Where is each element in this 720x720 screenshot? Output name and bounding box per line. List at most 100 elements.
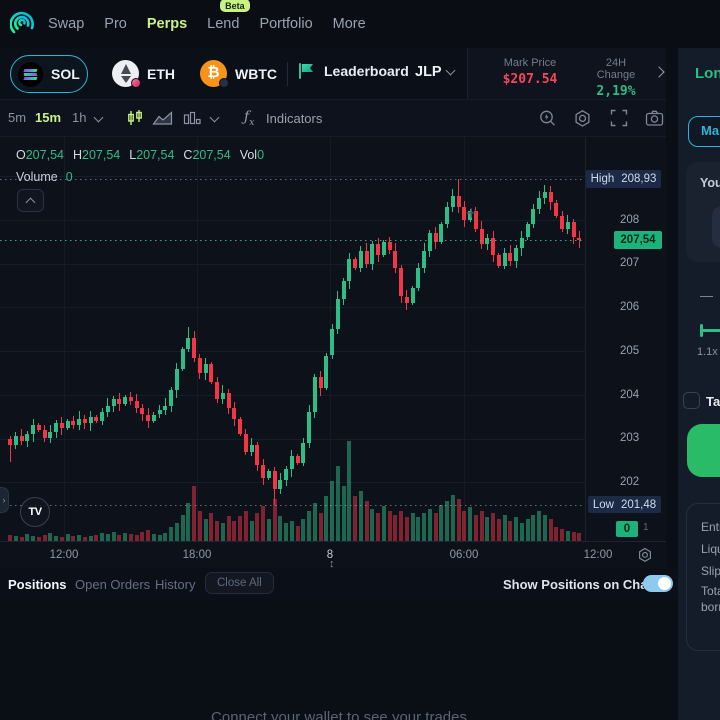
trades-empty-area: Connect your wallet to see your trades [0, 600, 678, 720]
axis-settings-icon[interactable] [637, 547, 653, 563]
flash-search-icon[interactable] [538, 109, 557, 128]
interval-1h[interactable]: 1h [72, 110, 87, 125]
submit-order-button[interactable] [687, 424, 720, 477]
sol-icon [18, 61, 43, 87]
eth-badge-dot [131, 78, 141, 88]
area-chart-icon[interactable] [152, 109, 173, 127]
eth-icon [112, 60, 141, 88]
nav-menu: Swap Pro Perps Lend Beta Portfolio More [48, 0, 366, 32]
top-nav: Swap Pro Perps Lend Beta Portfolio More [0, 0, 720, 48]
price-tick: 203 [620, 432, 640, 444]
candles-style-icon[interactable] [126, 109, 144, 127]
show-positions-label: Show Positions on Chart [503, 577, 657, 592]
order-summary-card: Entry Liqui Slipp Total borro [686, 503, 720, 651]
market-stats: Mark Price $207.54 24H Change 2,19% [467, 48, 666, 99]
candles-plot[interactable]: + [0, 137, 585, 541]
summary-liquidation-label: Liqui [701, 542, 720, 556]
low-price-badge: Low 201,48 [588, 496, 661, 513]
tab-positions[interactable]: Positions [8, 577, 67, 592]
toggle-knob [658, 577, 671, 590]
tab-long[interactable]: Lon [695, 65, 720, 82]
volume-badge: 0 [616, 521, 638, 537]
market-tab-eth[interactable]: ETH [112, 60, 175, 88]
high-price-line [0, 179, 585, 181]
leverage-slider[interactable] [700, 329, 720, 332]
markets-bar: SOL ETH ₿ WBTC Leaderbo [0, 48, 666, 100]
high-price-badge: High 208,93 [586, 170, 661, 188]
beta-badge: Beta [220, 0, 250, 12]
tpsl-checkbox[interactable] [683, 392, 700, 409]
fx-icon[interactable]: ƒx [244, 109, 255, 128]
mark-price-label: Mark Price [503, 57, 557, 69]
price-scale-border [585, 137, 586, 541]
market-tab-sol[interactable]: SOL [10, 55, 88, 93]
fullscreen-icon[interactable] [610, 109, 628, 127]
show-positions-toggle[interactable] [643, 575, 673, 592]
last-price-badge: 207,54 [614, 231, 662, 249]
pool-selector[interactable]: JLP [415, 64, 442, 80]
price-tick: 205 [620, 345, 640, 357]
market-tab-wbtc[interactable]: ₿ WBTC [200, 60, 277, 88]
size-placeholder: — [700, 288, 713, 303]
nav-perps[interactable]: Perps [146, 16, 188, 32]
bars-icon[interactable] [183, 109, 201, 127]
camera-icon[interactable] [645, 109, 664, 127]
jupiter-logo[interactable] [9, 11, 36, 37]
interval-15m[interactable]: 15m [35, 110, 62, 125]
summary-slippage-label: Slipp [701, 564, 720, 578]
summary-borrow-label: borro [701, 600, 720, 614]
change-24h-stat: 24H Change 2,19% [591, 57, 641, 99]
time-tick-day: 8 [326, 549, 334, 561]
order-panel: Lon Ma You' — 1.1x Ta Entry Liqui Slipp … [678, 48, 720, 720]
nav-portfolio[interactable]: Portfolio [259, 16, 313, 32]
change-24h-label: 24H Change [596, 57, 636, 81]
price-tick: 204 [620, 389, 640, 401]
last-price-line [0, 240, 585, 242]
wbtc-badge-dot [219, 78, 229, 88]
paying-card: You' [686, 162, 720, 262]
nav-pro[interactable]: Pro [104, 16, 127, 32]
market-tab-sol-label: SOL [51, 66, 80, 82]
mark-price-stat: Mark Price $207.54 [503, 57, 558, 87]
crosshair-marker: + [466, 203, 477, 223]
collapse-pane-button[interactable] [17, 189, 44, 212]
nav-more[interactable]: More [332, 16, 366, 32]
chart-toolbar: 5m 15m 1h ƒx Indicators [0, 100, 666, 137]
tradingview-logo[interactable]: TV [20, 497, 50, 527]
nav-swap[interactable]: Swap [48, 16, 85, 32]
leaderboard-label: Leaderboard [324, 63, 409, 79]
price-tick: 206 [620, 301, 640, 313]
paying-label: You' [700, 176, 720, 190]
summary-total-label: Total [701, 584, 720, 598]
order-type-market-button[interactable]: Ma [688, 116, 720, 147]
time-tick: 12:00 [583, 549, 613, 561]
indicators-button[interactable]: Indicators [266, 111, 323, 126]
price-tick: 202 [620, 476, 640, 488]
chart-style-dropdown-icon[interactable] [209, 112, 220, 123]
tab-open-orders[interactable]: Open Orders [75, 577, 151, 592]
token-select-tile[interactable] [712, 206, 720, 248]
tab-history[interactable]: History [155, 577, 196, 592]
ohlc-legend: O207,54 H207,54 L207,54 C207,54 Vol0 [16, 148, 265, 162]
volume-legend: Volume 0 [16, 170, 73, 184]
flag-icon [299, 63, 313, 79]
close-all-button[interactable]: Close All [205, 572, 274, 594]
pane-resize-handle[interactable]: ↕ [329, 558, 335, 570]
interval-dropdown-icon[interactable] [93, 112, 104, 123]
interval-5m[interactable]: 5m [8, 110, 27, 125]
price-tick: 207 [620, 257, 640, 269]
positions-bar: Positions Open Orders History Close All … [0, 568, 678, 600]
change-24h-value: 2,19% [596, 84, 636, 99]
chart-pane[interactable]: + O207,54 H207,54 L207,54 C207,54 Vol0 V… [0, 137, 666, 541]
leverage-value: 1.1x [697, 346, 718, 358]
wbtc-icon: ₿ [200, 60, 229, 88]
nav-lend[interactable]: Lend Beta [207, 0, 250, 32]
time-tick: 12:00 [49, 549, 79, 561]
settings-icon[interactable] [573, 109, 592, 128]
market-tab-wbtc-label: WBTC [235, 65, 277, 82]
time-tick: 06:00 [449, 549, 479, 561]
market-tab-eth-label: ETH [147, 65, 175, 82]
leaderboard-link[interactable]: Leaderboard [298, 62, 409, 80]
time-axis[interactable]: 12:00 18:00 8 06:00 12:00 [0, 541, 666, 568]
drawer-handle[interactable]: › [0, 487, 9, 513]
